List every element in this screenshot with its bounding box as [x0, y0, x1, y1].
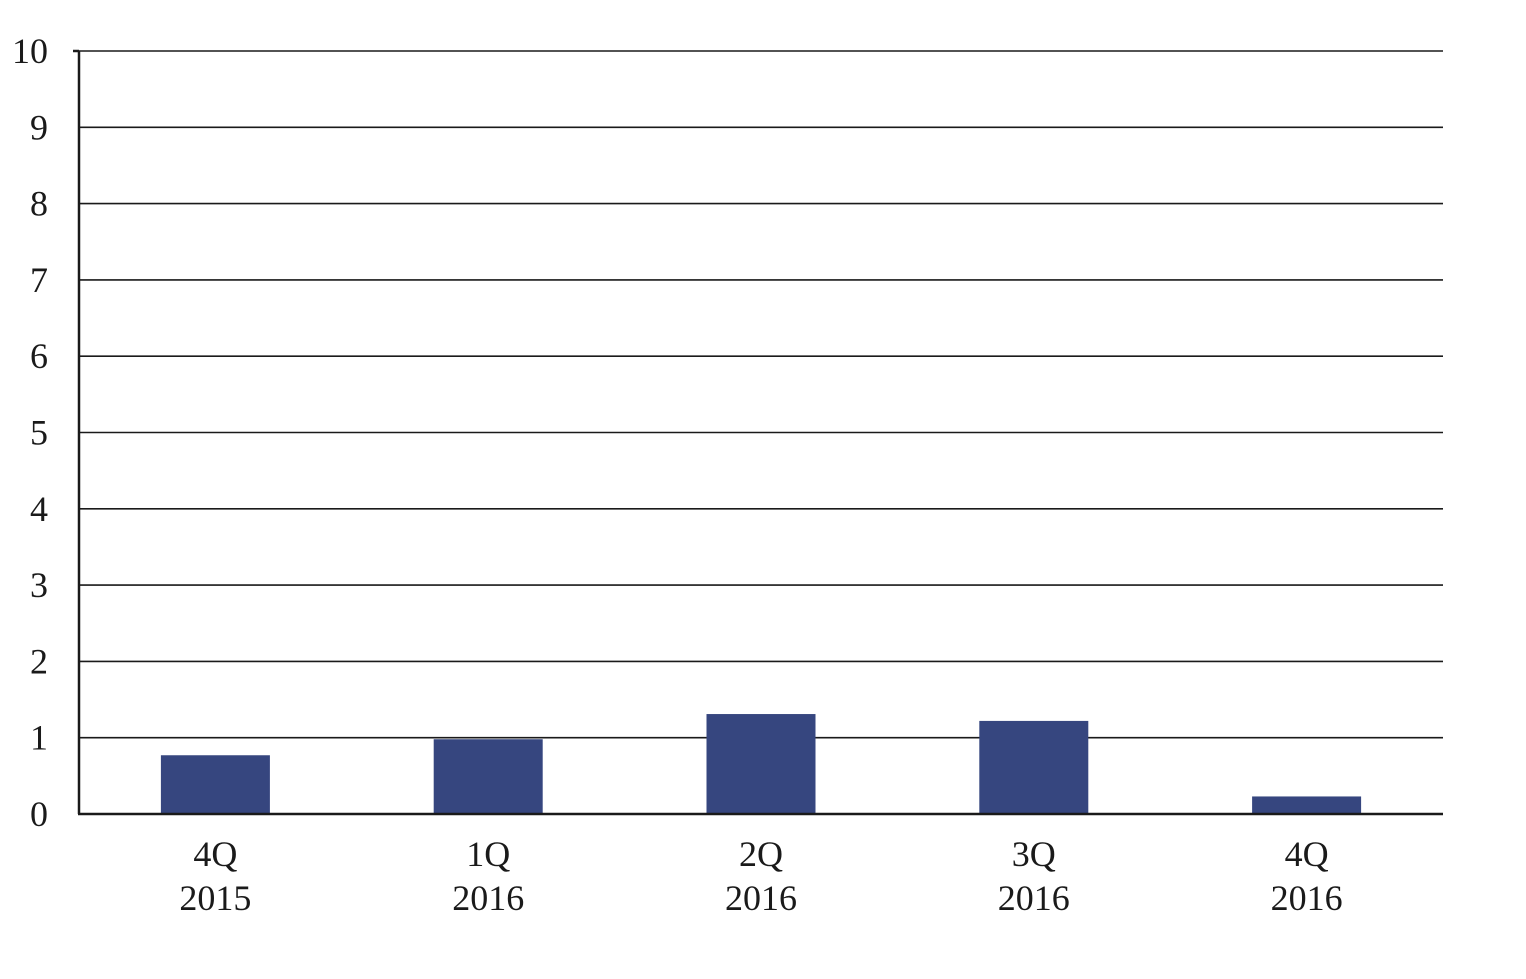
x-tick-label: 2Q 2016: [725, 834, 797, 918]
y-tick-label: 5: [30, 413, 48, 453]
axes: [73, 49, 1443, 816]
gridlines: [79, 50, 1443, 739]
y-tick-label: 8: [30, 184, 48, 224]
bar: [433, 739, 543, 814]
y-tick-label: 7: [30, 260, 48, 300]
bar: [979, 720, 1089, 814]
bar: [1252, 796, 1362, 814]
x-tick-label: 1Q 2016: [452, 834, 524, 918]
y-tick-label: 2: [30, 641, 48, 681]
x-tick-label: 4Q 2016: [1271, 834, 1343, 918]
y-tick-label: 9: [30, 107, 48, 147]
y-tick-label: 4: [30, 489, 48, 529]
x-tick-label: 4Q 2015: [179, 834, 251, 918]
y-tick-label: 3: [30, 565, 48, 605]
bar: [160, 755, 270, 814]
y-tick-labels: 0 1 2 3 4 5 6 7 8 9 10: [12, 31, 48, 834]
y-tick-label: 10: [12, 31, 48, 71]
bar: [706, 714, 816, 814]
x-tick-label: 3Q 2016: [998, 834, 1070, 918]
y-tick-label: 0: [30, 794, 48, 834]
x-tick-labels: 4Q 2015 1Q 2016 2Q 2016 3Q 2016 4Q 2016: [179, 834, 1342, 918]
bars: [160, 714, 1362, 814]
y-tick-label: 6: [30, 336, 48, 376]
y-tick-label: 1: [30, 718, 48, 758]
